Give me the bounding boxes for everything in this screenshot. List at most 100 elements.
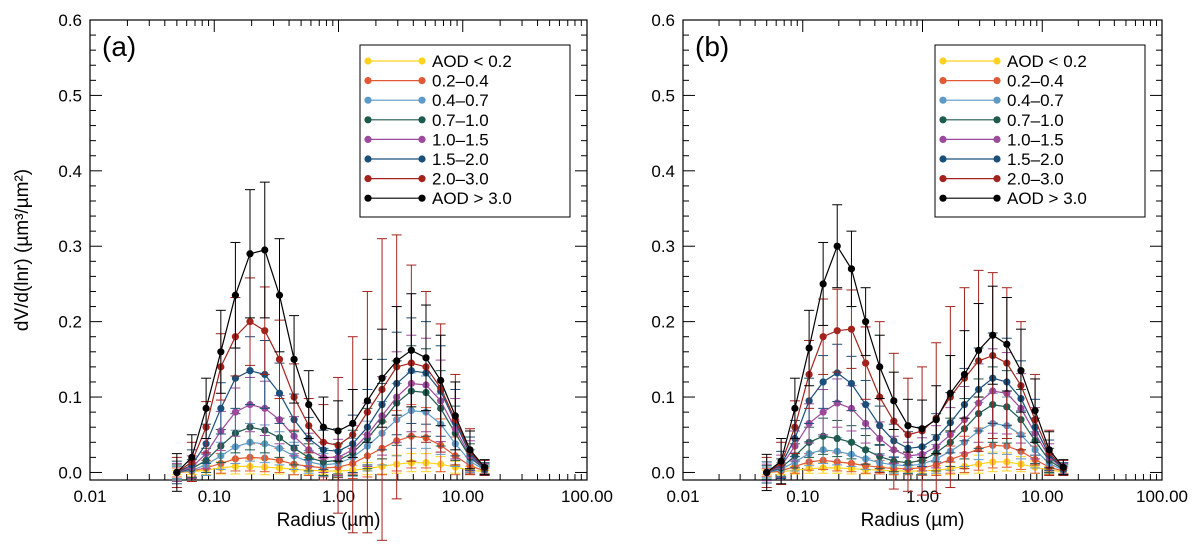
data-point bbox=[918, 425, 926, 433]
legend-marker bbox=[939, 175, 947, 183]
legend-marker bbox=[939, 77, 947, 85]
legend-label: 1.5–2.0 bbox=[1007, 150, 1064, 169]
y-tick-label: 0.4 bbox=[651, 162, 675, 181]
y-axis-title: dV/d(lnr) (µm³/µm²) bbox=[12, 169, 33, 331]
data-point bbox=[246, 318, 254, 326]
series-line bbox=[766, 390, 1064, 474]
legend-marker bbox=[939, 96, 947, 104]
panel-label: (b) bbox=[695, 31, 729, 62]
data-point bbox=[862, 318, 870, 326]
data-point bbox=[819, 333, 827, 341]
legend-box bbox=[359, 44, 571, 218]
x-tick-label: 10.00 bbox=[441, 487, 484, 506]
legend-marker bbox=[939, 155, 947, 163]
legend-label: 1.0–1.5 bbox=[1007, 130, 1064, 149]
legend-label: 1.0–1.5 bbox=[432, 130, 489, 149]
y-tick-label: 0.2 bbox=[651, 313, 675, 332]
series-line bbox=[766, 444, 1064, 474]
data-point bbox=[349, 419, 357, 428]
legend-label: 0.4–0.7 bbox=[432, 91, 489, 110]
data-point bbox=[363, 397, 371, 405]
legend-marker bbox=[364, 135, 372, 143]
legend-marker bbox=[993, 77, 1001, 85]
legend-marker bbox=[993, 155, 1001, 163]
data-point bbox=[261, 327, 269, 335]
legend-label: 2.0–3.0 bbox=[1007, 170, 1064, 189]
legend-label: AOD < 0.2 bbox=[1007, 52, 1087, 71]
legend-marker bbox=[418, 135, 426, 143]
legend-box bbox=[934, 44, 1146, 218]
legend-marker bbox=[418, 175, 426, 183]
data-point bbox=[989, 331, 997, 339]
y-tick-label: 0.6 bbox=[58, 11, 82, 30]
x-tick-label: 1.00 bbox=[906, 487, 939, 506]
legend-label: AOD > 3.0 bbox=[432, 189, 512, 208]
data-point bbox=[833, 434, 841, 443]
data-point bbox=[862, 359, 870, 367]
data-point bbox=[777, 457, 785, 465]
data-point bbox=[188, 453, 196, 461]
data-point bbox=[862, 446, 870, 454]
series-line bbox=[176, 390, 485, 474]
data-point bbox=[422, 354, 430, 362]
legend-marker bbox=[364, 57, 372, 65]
x-tick-label: 100.00 bbox=[1136, 487, 1188, 506]
data-point bbox=[1017, 367, 1025, 375]
series-line bbox=[766, 328, 1064, 474]
legend-marker bbox=[993, 116, 1001, 124]
legend-label: 2.0–3.0 bbox=[432, 170, 489, 189]
data-point bbox=[1045, 446, 1053, 454]
y-tick-label: 0.5 bbox=[651, 86, 675, 105]
series-line bbox=[176, 462, 485, 474]
data-point bbox=[1003, 340, 1011, 348]
data-point bbox=[275, 355, 284, 363]
legend-marker bbox=[418, 57, 426, 65]
data-point bbox=[805, 344, 813, 352]
series-line bbox=[766, 403, 1064, 474]
data-point bbox=[378, 374, 386, 382]
data-point bbox=[1059, 463, 1067, 471]
series-line bbox=[766, 461, 1064, 474]
legend-marker bbox=[364, 77, 372, 85]
legend: AOD < 0.20.2–0.40.4–0.70.7–1.01.0–1.51.5… bbox=[934, 44, 1146, 218]
legend-marker bbox=[418, 116, 426, 124]
legend-marker bbox=[993, 135, 1001, 143]
legend-marker bbox=[418, 77, 426, 85]
series-line bbox=[176, 409, 485, 474]
legend-marker bbox=[993, 57, 1001, 65]
series-7 bbox=[171, 181, 490, 492]
legend-label: 0.4–0.7 bbox=[1007, 91, 1064, 110]
x-axis-title: Radius (µm) bbox=[861, 510, 965, 531]
data-point bbox=[217, 404, 225, 412]
data-point bbox=[319, 423, 328, 431]
legend-label: AOD > 3.0 bbox=[1007, 189, 1087, 208]
x-tick-label: 100.00 bbox=[561, 487, 613, 506]
data-point bbox=[173, 468, 181, 477]
panel-a: 0.01 0.10 1.00 10.00 100.000.00.10.20.30.40.… bbox=[12, 11, 613, 541]
data-point bbox=[466, 446, 474, 454]
y-tick-label: 0.3 bbox=[651, 237, 675, 256]
panel-b: 0.01 0.10 1.00 10.00 100.00 0.0 0.1 0.2 0.3 0.4 0.… bbox=[651, 11, 1188, 531]
data-layer bbox=[761, 204, 1069, 496]
data-point bbox=[833, 369, 841, 377]
data-point bbox=[819, 378, 827, 386]
legend-marker bbox=[364, 155, 372, 163]
data-point bbox=[437, 376, 445, 385]
x-tick-label: 0.01 bbox=[73, 487, 106, 506]
data-point bbox=[763, 468, 771, 477]
data-point bbox=[890, 397, 898, 405]
data-point bbox=[305, 400, 313, 409]
legend-label: 0.2–0.4 bbox=[1007, 72, 1064, 91]
data-layer bbox=[171, 181, 490, 541]
data-point bbox=[862, 400, 870, 409]
y-tick-label: 0.4 bbox=[58, 162, 82, 181]
x-tick-label: 0.10 bbox=[198, 487, 231, 506]
data-point bbox=[819, 408, 827, 416]
legend-label: 0.2–0.4 bbox=[432, 72, 489, 91]
series-line bbox=[176, 320, 486, 473]
data-point bbox=[904, 422, 912, 430]
legend-label: 1.5–2.0 bbox=[432, 150, 489, 169]
data-point bbox=[393, 357, 401, 365]
series-line bbox=[766, 422, 1064, 474]
